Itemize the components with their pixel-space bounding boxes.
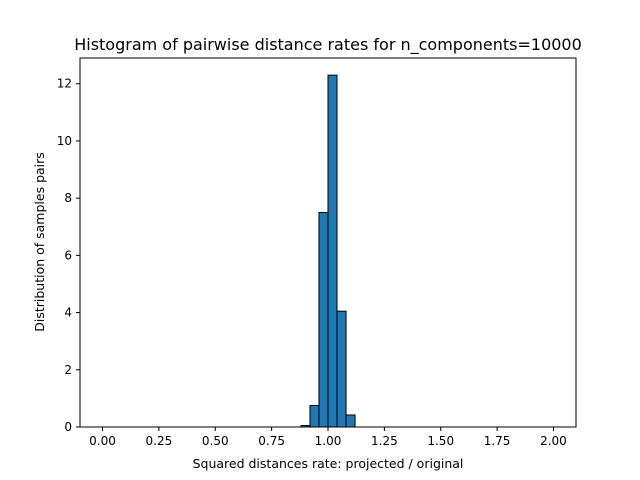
y-tick-label: 2	[64, 363, 72, 377]
x-tick-label: 1.00	[315, 434, 342, 448]
y-tick-label: 12	[57, 77, 72, 91]
histogram-bar	[327, 74, 338, 428]
y-tick-label: 10	[57, 134, 72, 148]
x-tick-label: 1.50	[427, 434, 454, 448]
histogram-bar	[309, 405, 320, 428]
y-tick-label: 6	[64, 248, 72, 262]
y-tick-label: 4	[64, 306, 72, 320]
x-tick-label: 1.75	[484, 434, 511, 448]
x-axis-ticks: 0.00 0.25 0.50 0.75 1.00 1.25 1.50 1.75 2.00	[89, 427, 567, 448]
histogram-bar	[345, 414, 356, 428]
chart-title: Histogram of pairwise distance rates for…	[74, 35, 582, 55]
y-axis-ticks: 0 2 4 6 8 10 12	[57, 77, 80, 434]
histogram-bars	[300, 74, 356, 428]
y-axis-label: Distribution of samples pairs	[32, 152, 47, 332]
y-tick-label: 0	[64, 420, 72, 434]
x-axis-label: Squared distances rate: projected / orig…	[193, 456, 464, 471]
x-tick-label: 0.50	[202, 434, 229, 448]
x-tick-label: 1.25	[371, 434, 398, 448]
x-tick-label: 0.75	[258, 434, 285, 448]
x-tick-label: 0.00	[89, 434, 116, 448]
y-tick-label: 8	[64, 191, 72, 205]
x-tick-label: 0.25	[146, 434, 173, 448]
histogram-bar	[318, 211, 329, 428]
x-tick-label: 2.00	[540, 434, 567, 448]
histogram-bar	[336, 310, 347, 428]
